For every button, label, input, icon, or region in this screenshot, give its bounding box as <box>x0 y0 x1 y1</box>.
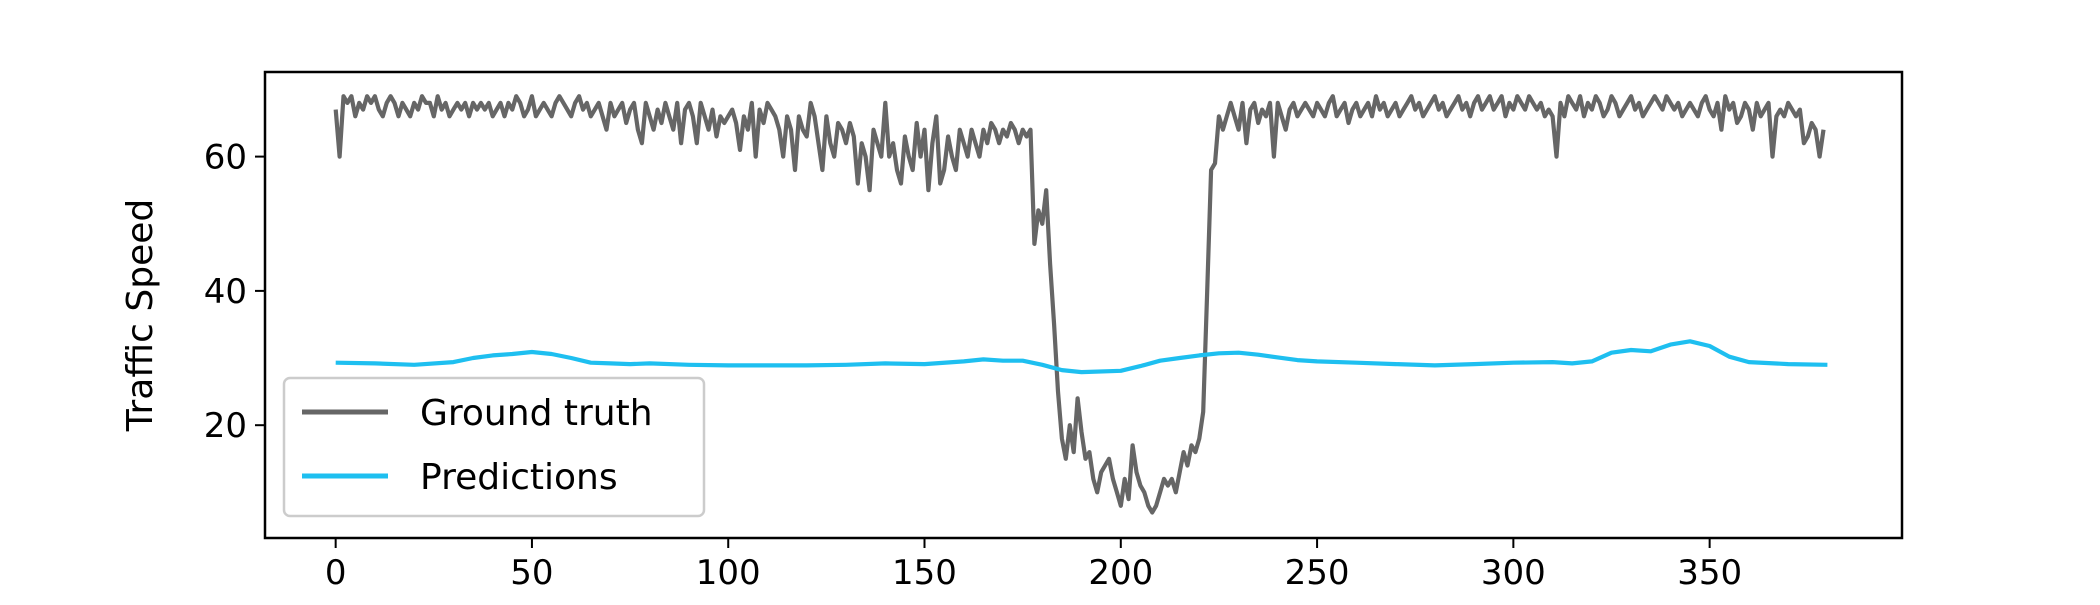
plot-frame <box>263 70 1904 540</box>
x-tick-label: 250 <box>1285 553 1350 593</box>
x-tick-label: 200 <box>1088 553 1153 593</box>
y-tick-label: 20 <box>204 406 247 446</box>
x-tick-label: 0 <box>325 553 347 593</box>
series-line-ground-truth <box>333 94 1826 515</box>
x-tick-label: 350 <box>1677 553 1742 593</box>
x-tick-label: 300 <box>1481 553 1546 593</box>
legend-label-predictions: Predictions <box>420 457 618 498</box>
chart-marks <box>333 94 1828 515</box>
x-tick-label: 50 <box>510 553 553 593</box>
legend-box <box>282 376 706 518</box>
legend-label-ground-truth: Ground truth <box>420 393 653 434</box>
x-tick-label: 100 <box>696 553 761 593</box>
legend: Ground truth Predictions <box>282 376 706 518</box>
y-axis-label: Traffic Speed <box>120 199 161 432</box>
y-axis: 20 40 60 <box>204 138 265 446</box>
series-line-predictions <box>335 339 1828 375</box>
x-tick-label: 150 <box>892 553 957 593</box>
x-axis: 0 50 100 150 200 250 300 350 <box>325 538 1742 593</box>
y-tick-label: 60 <box>204 138 247 178</box>
y-tick-label: 40 <box>204 272 247 312</box>
